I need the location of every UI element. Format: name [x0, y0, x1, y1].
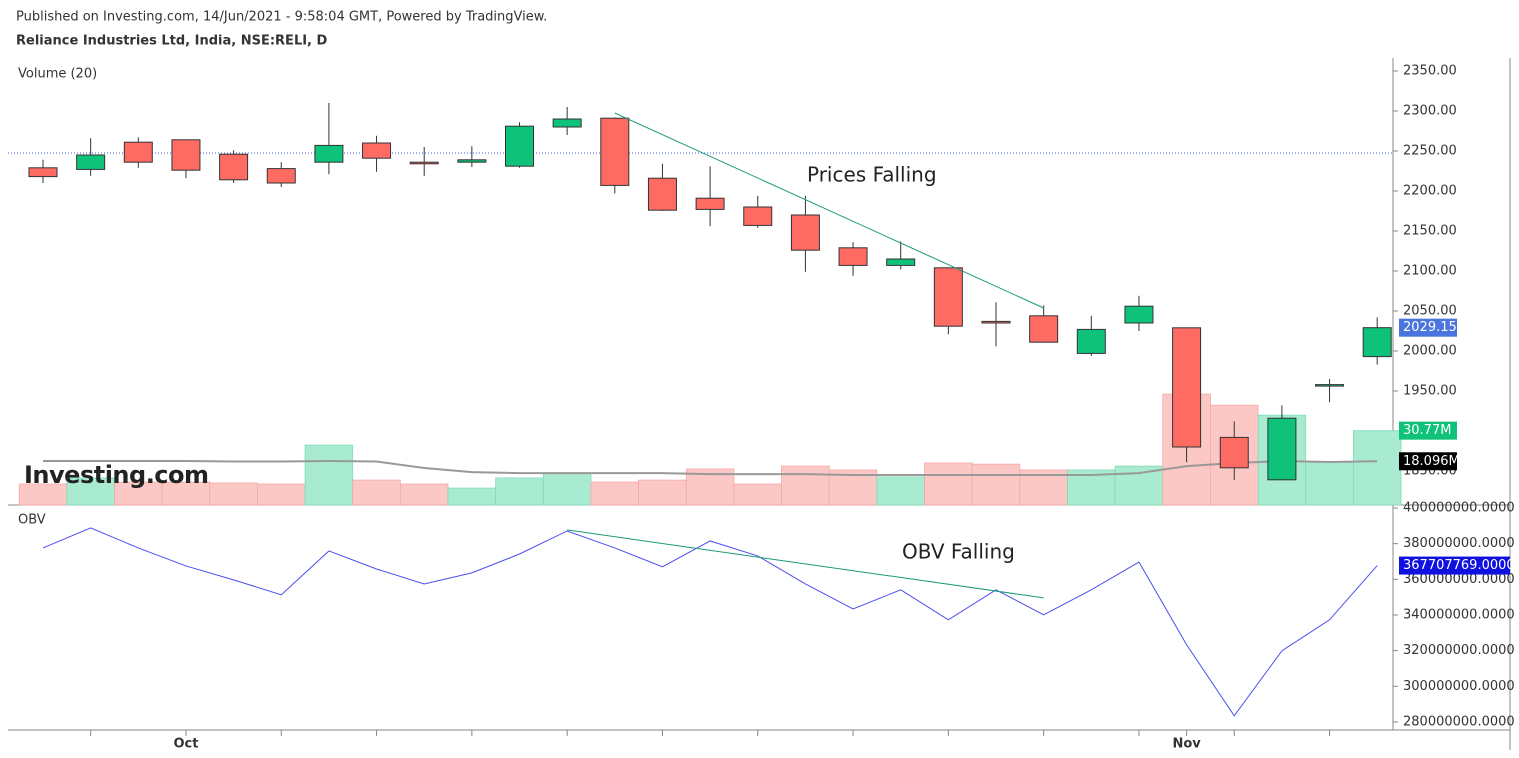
annotation: OBV Falling: [902, 540, 1015, 564]
volume-bar: [876, 476, 925, 506]
volume-ma-line: [43, 460, 1378, 477]
candle-body: [1219, 436, 1249, 469]
candle-body: [838, 247, 868, 266]
candle-body: [695, 197, 725, 210]
candle-body: [743, 206, 773, 226]
candle-body: [600, 117, 630, 186]
last-volume-label-box: [1399, 421, 1457, 440]
candle-body: [171, 139, 201, 171]
volume-bar: [638, 479, 687, 506]
candle-body: [457, 159, 487, 163]
candle-body: [28, 167, 58, 178]
candle-body: [219, 153, 249, 181]
candle-body: [266, 168, 296, 184]
candle-body: [647, 177, 677, 211]
y-tick-label: 360000000.0000: [1403, 572, 1515, 587]
y-tick-label: 280000000.0000: [1403, 714, 1515, 729]
y-tick-label: 320000000.0000: [1403, 643, 1515, 658]
volume-bar: [733, 483, 782, 506]
volume-bar: [66, 477, 115, 506]
candle-body: [1267, 417, 1297, 481]
candle-body: [123, 141, 153, 163]
volume-bar: [971, 463, 1021, 506]
volume-bar: [447, 487, 497, 506]
logo: Investing.com: [24, 461, 209, 489]
candle-body: [981, 320, 1011, 324]
candle-body: [505, 125, 534, 167]
volume-bar: [209, 482, 258, 506]
volume-bar: [399, 483, 449, 506]
candle-body: [1362, 327, 1392, 358]
y-tick-label: 2200.00: [1403, 184, 1457, 199]
volume-ma-label: 18.096M: [1403, 454, 1460, 469]
candle-body: [409, 161, 439, 165]
y-tick-label: 2350.00: [1403, 64, 1457, 79]
y-tick-label: 1950.00: [1403, 384, 1457, 399]
x-tick-label: Nov: [1172, 737, 1201, 752]
volume-bar: [257, 483, 306, 506]
candle-body: [886, 258, 916, 266]
volume-bar: [352, 479, 401, 506]
y-tick-label: 2000.00: [1403, 344, 1457, 359]
obv-label: OBV: [18, 513, 46, 528]
y-tick-label: 2100.00: [1403, 264, 1457, 279]
volume-bar: [781, 465, 830, 506]
last-price-label-box: [1399, 318, 1457, 337]
candle-body: [76, 154, 106, 170]
volume-bar: [304, 444, 354, 506]
published-note: Published on Investing.com, 14/Jun/2021 …: [16, 10, 547, 25]
volume-bar: [495, 477, 544, 506]
x-tick-label: Oct: [173, 737, 198, 752]
y-tick-label: 400000000.0000: [1403, 500, 1515, 515]
candle-body: [362, 142, 392, 159]
volume-ma-label-box: [1399, 452, 1457, 471]
y-tick-label: 2050.00: [1403, 304, 1457, 319]
candle-body: [1124, 305, 1154, 324]
candle-body: [552, 118, 582, 128]
y-tick-label: 2150.00: [1403, 224, 1457, 239]
candle-body: [933, 267, 963, 327]
y-tick-label: 340000000.0000: [1403, 607, 1515, 622]
y-tick-label: 2300.00: [1403, 104, 1457, 119]
obv-line: [42, 527, 1378, 717]
instrument-title: Reliance Industries Ltd, India, NSE:RELI…: [16, 34, 328, 49]
last-obv-label: 367707769.0000: [1403, 558, 1515, 573]
volume-label: Volume (20): [18, 67, 97, 82]
y-tick-label: 2250.00: [1403, 144, 1457, 159]
candle-body: [1172, 327, 1202, 448]
trend-line: [614, 112, 1044, 309]
volume-bar: [590, 481, 639, 506]
last-price-label: 2029.15: [1403, 320, 1457, 335]
candle-body: [314, 144, 344, 163]
volume-bar: [1353, 430, 1402, 506]
last-obv-box: [1399, 556, 1510, 575]
last-volume-label: 30.77M: [1403, 423, 1451, 438]
y-tick-label: 300000000.0000: [1403, 679, 1515, 694]
candle-body: [1315, 384, 1345, 387]
volume-bar: [1305, 461, 1354, 506]
volume-bar: [542, 472, 592, 506]
annotation: Prices Falling: [807, 163, 937, 187]
candle-body: [1029, 315, 1059, 343]
y-tick-label: 380000000.0000: [1403, 536, 1515, 551]
trend-line: [567, 529, 1044, 599]
candle-body: [790, 214, 820, 251]
volume-bar: [1114, 465, 1164, 506]
candle-body: [1076, 328, 1106, 354]
volume-bar: [924, 462, 973, 506]
